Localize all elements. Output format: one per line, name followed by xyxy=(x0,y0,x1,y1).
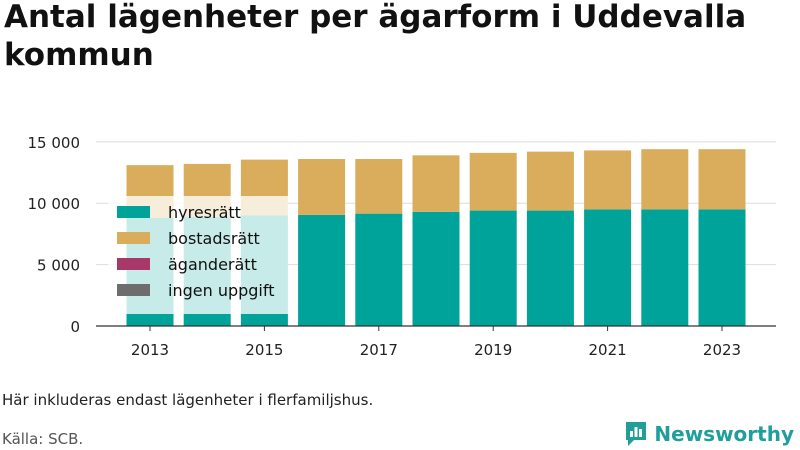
x-tick-label: 2023 xyxy=(703,341,741,359)
bar-segment xyxy=(412,155,460,212)
chart-note: Här inkluderas endast lägenheter i flerf… xyxy=(2,391,374,409)
brand-name: Newsworthy xyxy=(654,422,794,446)
bar-segment xyxy=(298,214,346,326)
bar-segment xyxy=(412,211,460,326)
legend: hyresrätt bostadsrätt äganderätt ingen uppg… xyxy=(117,203,275,300)
y-tick-label: 0 xyxy=(70,318,80,336)
legend-swatch xyxy=(117,232,150,244)
y-tick-label: 5 000 xyxy=(37,257,80,275)
x-tick-label: 2021 xyxy=(589,341,627,359)
bar-segment xyxy=(469,152,517,211)
legend-label: äganderätt xyxy=(168,255,257,274)
bar-segment xyxy=(641,209,689,326)
legend-swatch xyxy=(117,284,150,296)
bar-segment xyxy=(584,209,632,326)
legend-swatch xyxy=(117,206,150,218)
legend-label: ingen uppgift xyxy=(168,281,275,300)
chart-title: Antal lägenheter per ägarform i Uddevall… xyxy=(4,0,747,73)
axes: 0 5 000 10 000 15 000 2013 2015 2017 2019 2021 20… xyxy=(28,134,776,359)
bar-segment xyxy=(469,210,517,326)
legend-label: bostadsrätt xyxy=(168,229,260,248)
bar-segment xyxy=(526,210,574,326)
x-tick-label: 2013 xyxy=(131,341,169,359)
bar-segment xyxy=(298,159,346,215)
x-tick-label: 2019 xyxy=(474,341,512,359)
bar-segment xyxy=(641,149,689,210)
bar-segment xyxy=(584,150,632,210)
bar-segment xyxy=(698,209,746,326)
bar-segment xyxy=(355,213,403,326)
x-tick-label: 2015 xyxy=(245,341,283,359)
legend-label: hyresrätt xyxy=(168,203,241,222)
legend-swatch xyxy=(117,258,150,270)
newsworthy-logo-icon xyxy=(626,422,647,446)
source-text: Källa: SCB. xyxy=(2,430,84,448)
brand-logo: Newsworthy xyxy=(624,420,794,448)
stacked-bar-chart: 0 5 000 10 000 15 000 2013 2015 2017 2019 2021 20… xyxy=(28,134,776,359)
bar-segment xyxy=(526,151,574,211)
bar-segment xyxy=(355,159,403,214)
bar-segment xyxy=(698,149,746,210)
y-tick-label: 10 000 xyxy=(28,195,81,213)
y-tick-label: 15 000 xyxy=(28,134,81,152)
x-tick-label: 2017 xyxy=(360,341,398,359)
